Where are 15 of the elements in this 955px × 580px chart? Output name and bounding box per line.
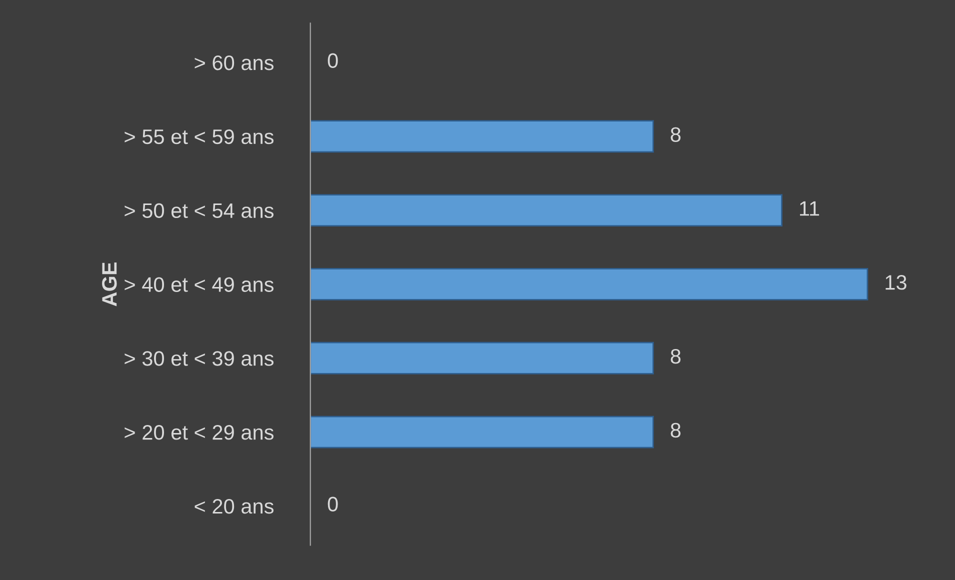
data-label: 0 [328,496,338,512]
y-tick-label: > 50 et < 54 ans [124,203,274,218]
data-label: 8 [670,127,681,142]
data-label: 0 [328,53,338,68]
data-label: 13 [886,275,906,290]
y-tick-label: > 30 et < 39 ans [124,351,274,366]
data-label: 8 [670,348,681,364]
y-axis-title: AGE [102,262,117,306]
y-tick-label: > 40 et < 49 ans [124,277,274,292]
y-tick-label: > 55 et < 59 ans [124,129,274,144]
y-tick-label: > 60 ans [194,55,274,70]
y-tick-label: > 20 et < 29 ans [124,425,274,440]
y-tick-label: < 20 ans [194,498,274,514]
data-label: 11 [800,201,820,216]
data-label: 8 [670,422,681,438]
